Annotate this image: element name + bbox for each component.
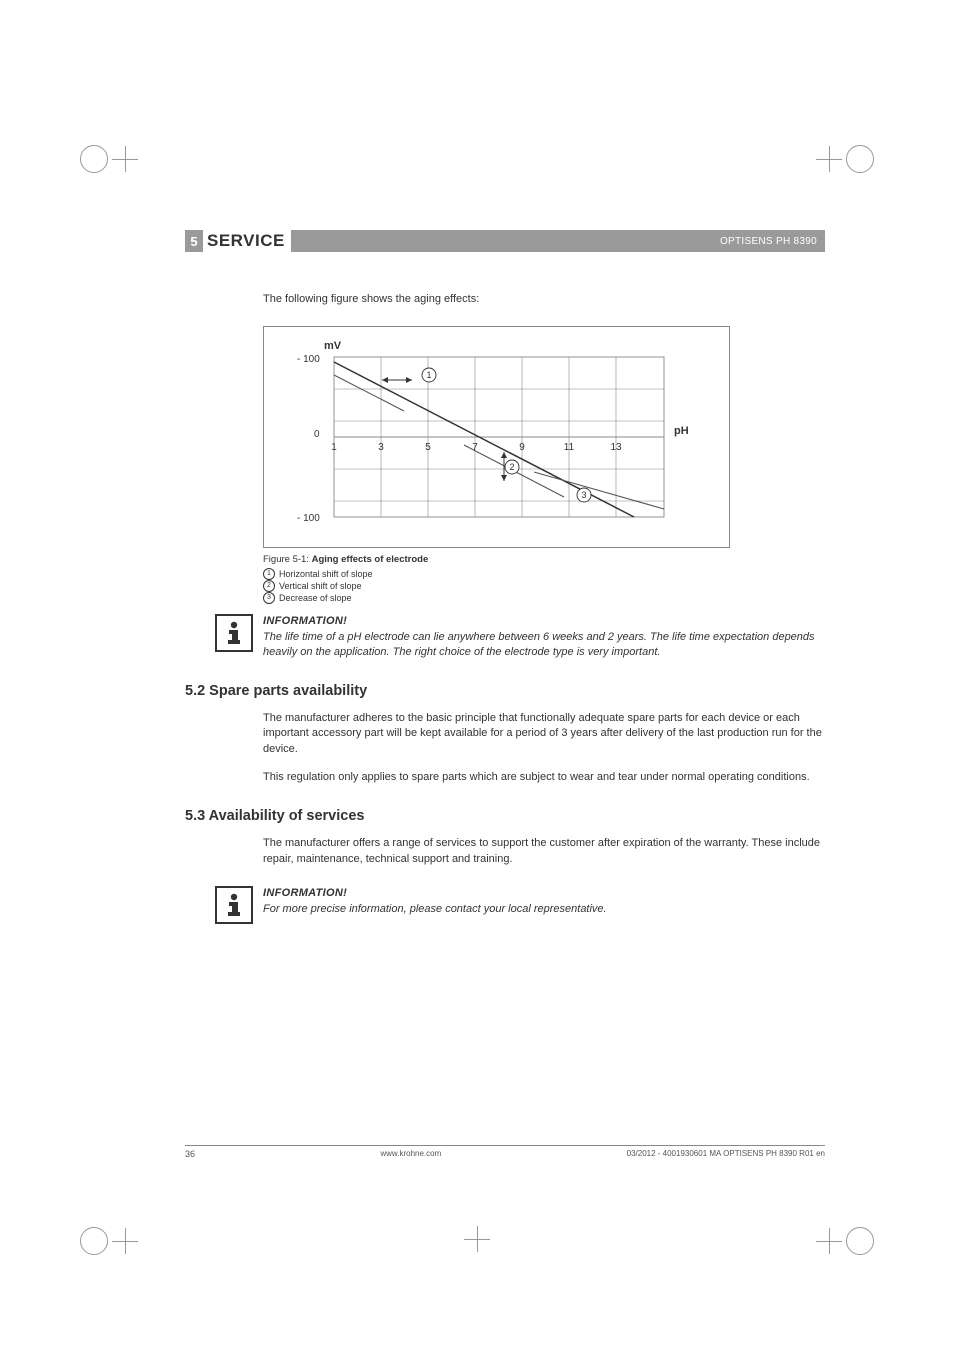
svg-text:mV: mV [324,340,342,352]
section-5-2-p1: The manufacturer adheres to the basic pr… [263,711,825,759]
svg-text:13: 13 [610,442,622,453]
crop-mark-bc [466,1228,488,1255]
header-stripe: OPTISENS PH 8390 [291,230,825,252]
chapter-number: 5 [185,230,203,252]
info-body: The life time of a pH electrode can lie … [263,630,825,661]
svg-text:1: 1 [331,442,337,453]
svg-text:- 100: - 100 [297,354,320,365]
svg-text:3: 3 [581,490,586,500]
info-icon [215,614,253,652]
figure-caption: Figure 5-1: Aging effects of electrode [263,554,825,565]
figure-caption-text: Aging effects of electrode [312,554,429,565]
figure-legend: 1 Horizontal shift of slope 2 Vertical shi… [263,568,825,604]
section-5-2-heading: 5.2 Spare parts availability [185,683,825,699]
svg-text:9: 9 [519,442,525,453]
info-block-2: INFORMATION! For more precise informatio… [185,886,825,924]
info-title: INFORMATION! [263,614,825,629]
page-content: 5 SERVICE OPTISENS PH 8390 The following… [185,230,825,924]
legend-num: 1 [263,568,275,580]
chapter-header: 5 SERVICE OPTISENS PH 8390 [185,230,825,252]
chart-svg: mV - 100 0 - 100 pH [264,327,729,547]
svg-text:11: 11 [564,442,575,453]
section-5-3-p1: The manufacturer offers a range of servi… [263,836,825,868]
page-number: 36 [185,1149,195,1159]
legend-item: 3 Decrease of slope [263,592,825,604]
info-title: INFORMATION! [263,886,607,901]
section-5-3-heading: 5.3 Availability of services [185,808,825,824]
info-icon [215,886,253,924]
crop-mark-tl [80,145,136,173]
svg-text:3: 3 [378,442,384,453]
chapter-title: SERVICE [203,230,291,252]
svg-text:2: 2 [509,462,514,472]
info-body: For more precise information, please con… [263,902,607,917]
svg-text:- 100: - 100 [297,513,320,524]
info-block-1: INFORMATION! The life time of a pH elect… [185,614,825,660]
legend-item: 1 Horizontal shift of slope [263,568,825,580]
legend-text: Decrease of slope [279,592,352,604]
aging-effects-chart: mV - 100 0 - 100 pH [263,326,730,548]
product-name: OPTISENS PH 8390 [720,236,817,247]
intro-text: The following figure shows the aging eff… [263,292,825,308]
crop-mark-tr [818,145,874,173]
footer-url: www.krohne.com [380,1149,441,1159]
figure-caption-label: Figure 5-1: [263,554,309,565]
svg-text:1: 1 [426,370,431,380]
crop-mark-br [818,1227,874,1255]
svg-text:pH: pH [674,425,689,437]
legend-text: Horizontal shift of slope [279,568,373,580]
footer-docref: 03/2012 - 4001930601 MA OPTISENS PH 8390… [627,1149,825,1159]
svg-text:0: 0 [314,429,320,440]
info-text: INFORMATION! The life time of a pH elect… [263,614,825,660]
section-5-2-p2: This regulation only applies to spare pa… [263,770,825,786]
legend-num: 2 [263,580,275,592]
crop-mark-bl [80,1227,136,1255]
page-footer: 36 www.krohne.com 03/2012 - 4001930601 M… [185,1145,825,1159]
info-text: INFORMATION! For more precise informatio… [263,886,607,924]
legend-text: Vertical shift of slope [279,580,362,592]
legend-item: 2 Vertical shift of slope [263,580,825,592]
legend-num: 3 [263,592,275,604]
svg-text:5: 5 [425,442,431,453]
